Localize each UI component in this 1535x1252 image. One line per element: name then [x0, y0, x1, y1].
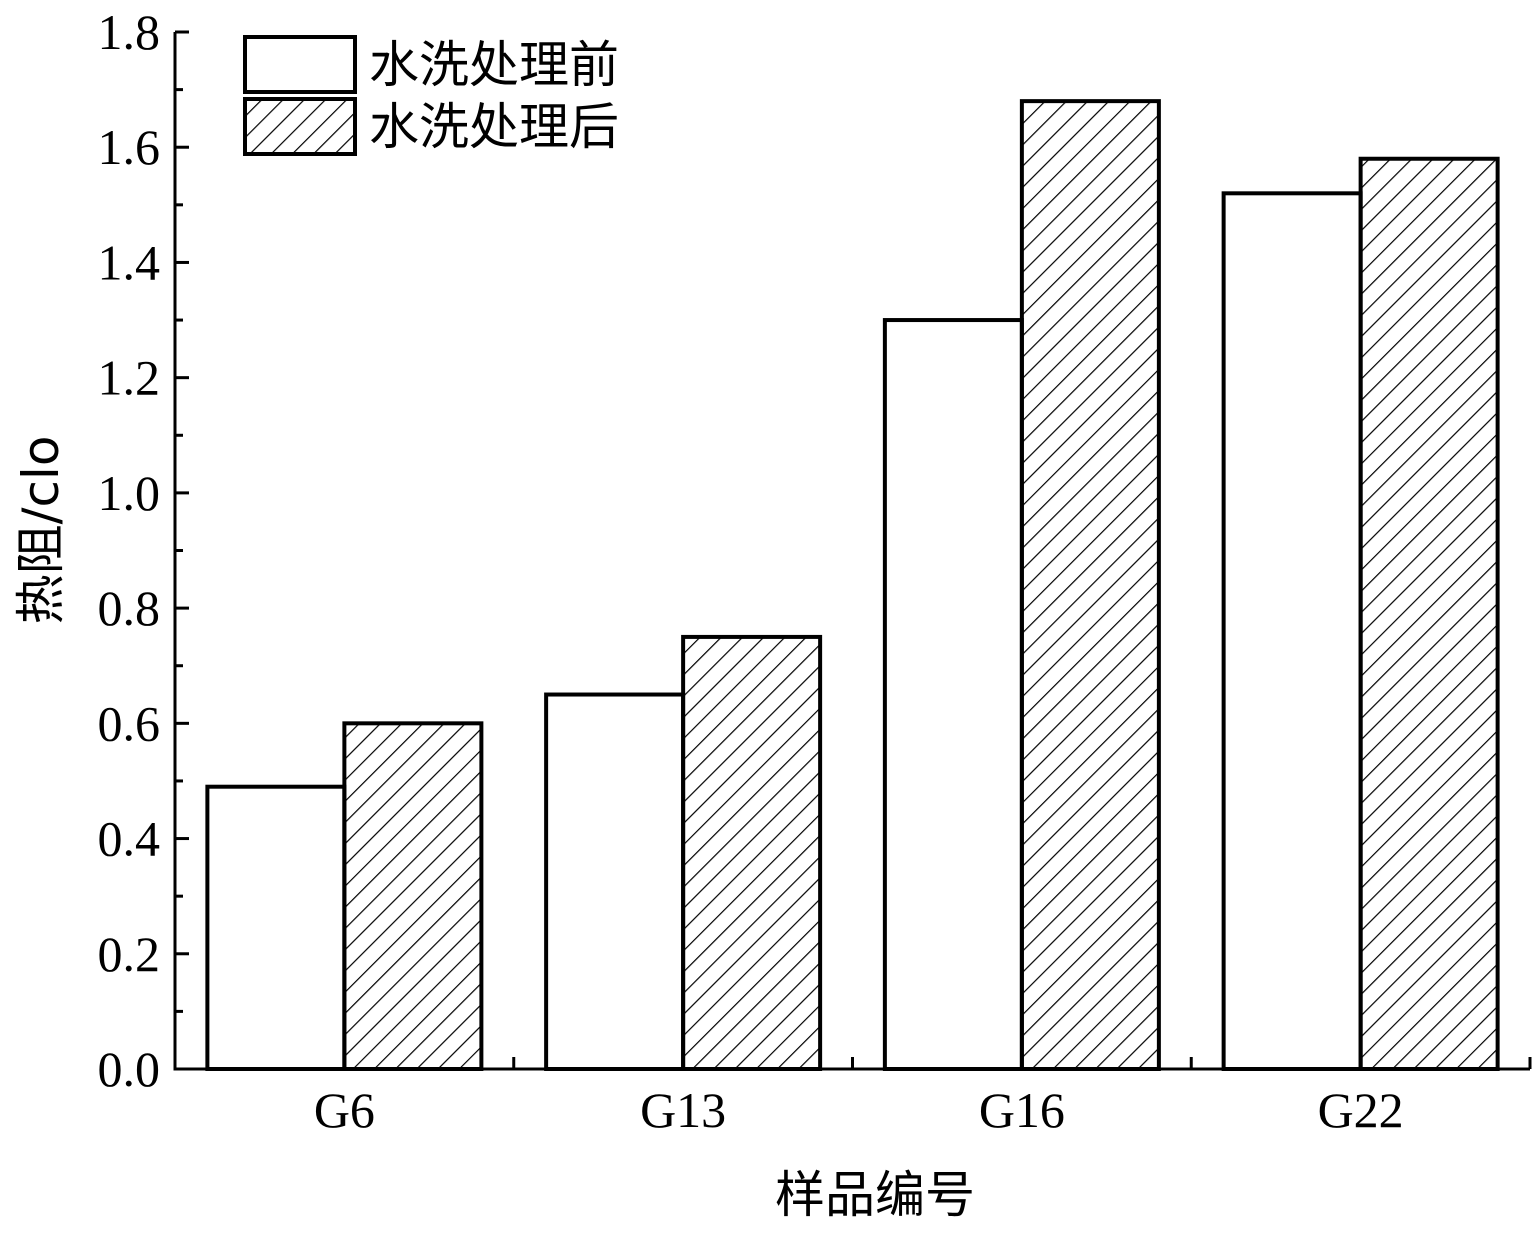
y-tick-label: 0.8 [98, 580, 161, 636]
bar-g22-series-2 [1358, 156, 1500, 1071]
y-tick-label: 1.8 [98, 4, 161, 60]
bar-g22-series-1 [1221, 191, 1363, 1072]
y-tick-label: 1.0 [98, 465, 161, 521]
x-axis-title: 样品编号 [775, 1166, 975, 1224]
x-tick-label-g13: G13 [640, 1082, 726, 1138]
y-tick-label: 0.4 [98, 811, 161, 867]
x-tick-label-g16: G16 [979, 1082, 1065, 1138]
y-tick-label: 0.0 [98, 1041, 161, 1097]
bar-g13-series-2 [681, 634, 823, 1072]
bar-g16-series-1 [882, 318, 1024, 1071]
y-tick-label: 1.4 [98, 234, 161, 290]
y-tick-label: 0.2 [98, 926, 161, 982]
y-tick-label: 0.6 [98, 695, 161, 751]
axes-layer: 0.0 0.2 0.4 0.6 0.8 1.0 1.2 1.4 1.6 1.8 G6 G13 G16 G2… [98, 4, 1532, 1138]
legend-swatch-1 [243, 35, 357, 94]
bar-g6-series-1 [205, 784, 347, 1071]
y-axis-title: 热阻/clo [12, 436, 70, 625]
legend-label-1: 水洗处理前 [369, 36, 619, 94]
legend-swatch-2 [243, 97, 357, 156]
bars-layer [205, 99, 1500, 1072]
bar-g16-series-2 [1019, 99, 1161, 1071]
y-tick-label: 1.6 [98, 119, 161, 175]
bar-g13-series-1 [544, 692, 686, 1071]
x-tick-label-g6: G6 [314, 1082, 375, 1138]
x-tick-label-g22: G22 [1318, 1082, 1404, 1138]
y-tick-label: 1.2 [98, 350, 161, 406]
legend-label-2: 水洗处理后 [369, 98, 619, 156]
bar-g6-series-2 [342, 721, 484, 1071]
